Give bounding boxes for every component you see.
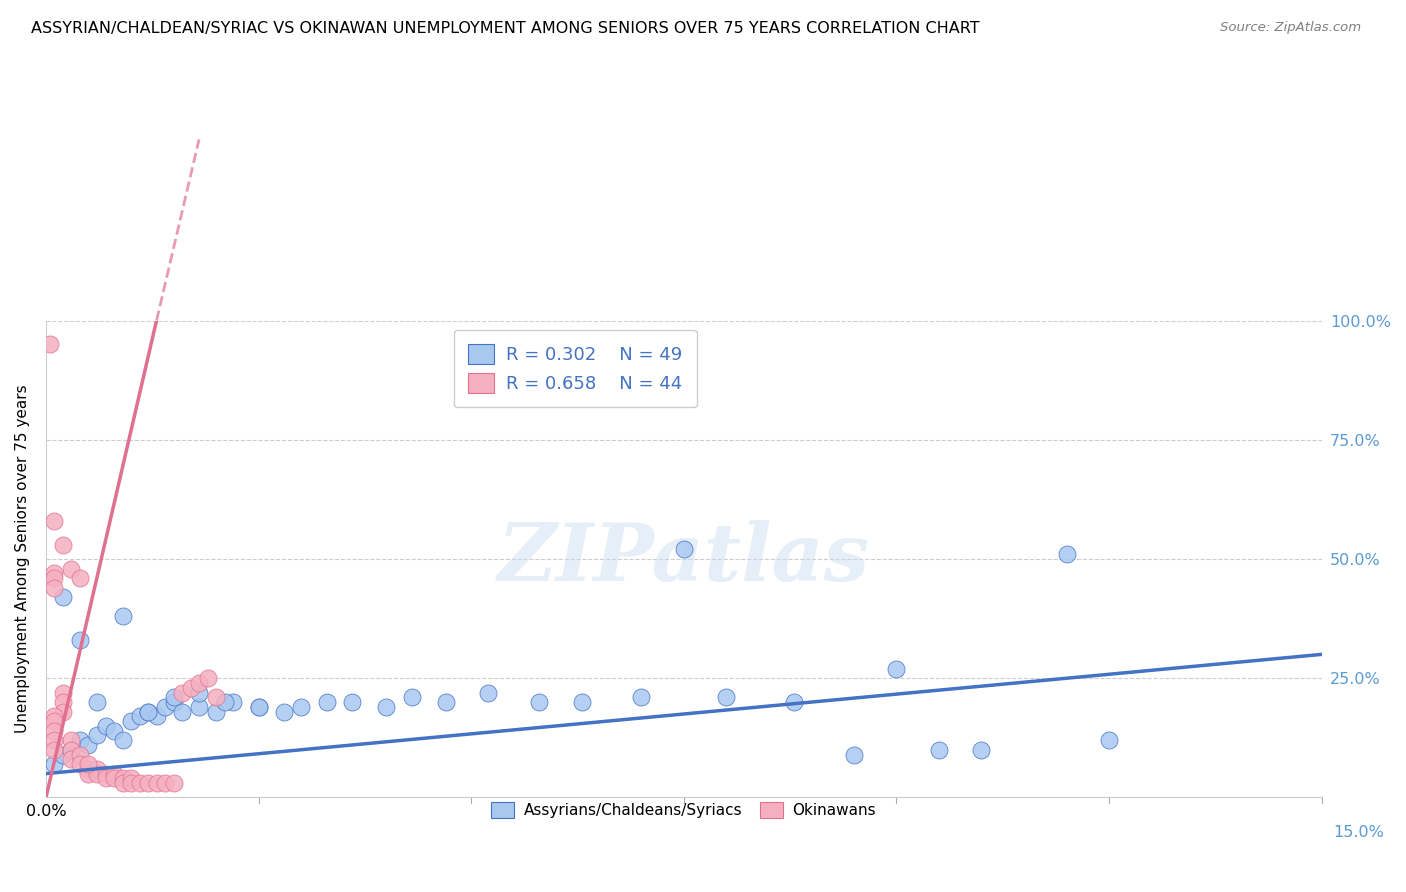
Point — [529, 695, 551, 709]
Point — [111, 733, 134, 747]
Point — [69, 747, 91, 762]
Point — [44, 581, 66, 595]
Point — [77, 757, 100, 772]
Point — [86, 695, 108, 709]
Point — [401, 690, 423, 705]
Point — [315, 695, 337, 709]
Point — [52, 695, 75, 709]
Point — [52, 705, 75, 719]
Point — [716, 690, 738, 705]
Point — [170, 685, 193, 699]
Point — [477, 685, 499, 699]
Point — [630, 690, 652, 705]
Point — [69, 571, 91, 585]
Point — [180, 681, 202, 695]
Point — [153, 776, 176, 790]
Point — [94, 766, 117, 780]
Point — [375, 699, 398, 714]
Point — [94, 719, 117, 733]
Point — [120, 772, 142, 786]
Point — [44, 757, 66, 772]
Point — [52, 685, 75, 699]
Point — [44, 709, 66, 723]
Point — [39, 337, 62, 351]
Point — [44, 733, 66, 747]
Text: Source: ZipAtlas.com: Source: ZipAtlas.com — [1220, 21, 1361, 35]
Point — [44, 571, 66, 585]
Point — [783, 695, 806, 709]
Point — [69, 733, 91, 747]
Point — [86, 729, 108, 743]
Point — [44, 566, 66, 581]
Point — [111, 776, 134, 790]
Point — [222, 695, 245, 709]
Point — [44, 743, 66, 757]
Point — [434, 695, 457, 709]
Y-axis label: Unemployment Among Seniors over 75 years: Unemployment Among Seniors over 75 years — [15, 384, 30, 733]
Point — [672, 542, 695, 557]
Point — [571, 695, 593, 709]
Point — [188, 685, 211, 699]
Point — [111, 609, 134, 624]
Point — [120, 776, 142, 790]
Point — [273, 705, 295, 719]
Point — [69, 757, 91, 772]
Point — [69, 633, 91, 648]
Point — [103, 766, 125, 780]
Point — [44, 723, 66, 738]
Point — [60, 743, 83, 757]
Point — [290, 699, 312, 714]
Point — [44, 714, 66, 728]
Point — [136, 705, 159, 719]
Point — [77, 762, 100, 776]
Point — [247, 699, 270, 714]
Point — [103, 723, 125, 738]
Point — [77, 738, 100, 752]
Point — [145, 709, 167, 723]
Point — [60, 733, 83, 747]
Point — [197, 671, 219, 685]
Point — [94, 772, 117, 786]
Point — [162, 695, 184, 709]
Point — [145, 776, 167, 790]
Point — [842, 747, 865, 762]
Point — [128, 709, 150, 723]
Point — [162, 690, 184, 705]
Point — [1098, 733, 1121, 747]
Point — [214, 695, 236, 709]
Point — [188, 676, 211, 690]
Point — [205, 690, 228, 705]
Point — [153, 699, 176, 714]
Point — [60, 561, 83, 575]
Point — [86, 766, 108, 780]
Point — [205, 705, 228, 719]
Legend: Assyrians/Chaldeans/Syriacs, Okinawans: Assyrians/Chaldeans/Syriacs, Okinawans — [484, 794, 884, 826]
Point — [120, 714, 142, 728]
Point — [52, 590, 75, 604]
Point — [60, 743, 83, 757]
Point — [886, 662, 908, 676]
Point — [188, 699, 211, 714]
Point — [928, 743, 950, 757]
Point — [103, 772, 125, 786]
Point — [136, 776, 159, 790]
Text: ZIPatlas: ZIPatlas — [498, 520, 870, 598]
Point — [128, 776, 150, 790]
Point — [970, 743, 993, 757]
Point — [44, 514, 66, 528]
Point — [52, 747, 75, 762]
Point — [111, 772, 134, 786]
Text: ASSYRIAN/CHALDEAN/SYRIAC VS OKINAWAN UNEMPLOYMENT AMONG SENIORS OVER 75 YEARS CO: ASSYRIAN/CHALDEAN/SYRIAC VS OKINAWAN UNE… — [31, 21, 980, 37]
Point — [60, 752, 83, 766]
Point — [162, 776, 184, 790]
Text: 15.0%: 15.0% — [1333, 825, 1384, 840]
Point — [340, 695, 363, 709]
Point — [52, 538, 75, 552]
Point — [170, 705, 193, 719]
Point — [77, 766, 100, 780]
Point — [247, 699, 270, 714]
Point — [1056, 547, 1078, 561]
Point — [86, 762, 108, 776]
Point — [136, 705, 159, 719]
